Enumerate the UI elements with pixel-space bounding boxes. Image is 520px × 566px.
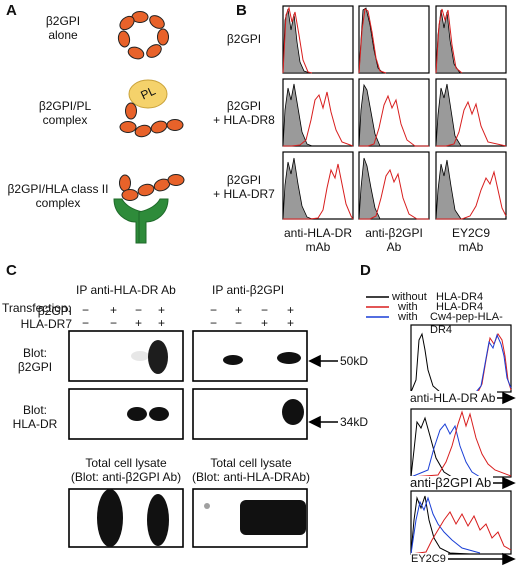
label-line: Total cell lysate (85, 456, 167, 470)
b-col-label-2: anti-β2GPI Ab (356, 226, 432, 254)
lysate-title-left: Total cell lysate (Blot: anti-β2GPI Ab) (60, 456, 192, 484)
sign: + (158, 316, 166, 330)
ip-title-left: IP anti-HLA-DR Ab (76, 283, 176, 297)
blot-frames (68, 330, 308, 548)
label-line: alone (48, 28, 78, 42)
histogram-r2c1 (282, 83, 354, 147)
legend-label-3: Cw4-pep-HLA-DR4 (430, 311, 503, 336)
b-col-label-3: EY2C9 mAb (433, 226, 509, 254)
label-line: Total cell lysate (210, 456, 292, 470)
d-axis-label-3: EY2C9 (411, 553, 448, 566)
ip-title-right: IP anti-β2GPI (212, 283, 285, 297)
panel-d-legend-lines (366, 296, 389, 318)
panel-c-label: C (6, 262, 17, 279)
row-label-beta2gpi-pl: β2GPI/PL complex (20, 99, 110, 127)
sign: − (210, 316, 218, 330)
b-row-label-1: β2GPI (212, 32, 276, 46)
histogram-r1c1 (282, 6, 313, 74)
histogram-r1c3 (435, 8, 463, 74)
label-line: (Blot: anti-HLA-DRAb) (191, 470, 311, 484)
panel-d-histogram-3 (410, 495, 512, 555)
histogram-grid (282, 5, 507, 220)
beta2gpi-hla-complex-icon (113, 174, 185, 244)
blot-label-beta2gpi: Blot: β2GPI (4, 346, 66, 374)
d-axis-label-2: anti-β2GPI Ab (410, 475, 494, 490)
panel-d-histogram-2 (410, 410, 512, 478)
label-line: + HLA-DR8 (213, 113, 275, 127)
label-line: anti-β2GPI (365, 226, 423, 240)
sign: − (110, 316, 118, 330)
label-line: β2GPI (226, 32, 262, 46)
row-label-beta2gpi-alone: β2GPI alone (28, 14, 98, 42)
b-row-label-2: β2GPI + HLA-DR8 (212, 99, 276, 127)
size-label-34kd: 34kD (340, 415, 369, 429)
panel-d-label: D (360, 262, 371, 279)
b-row-label-3: β2GPI + HLA-DR7 (212, 173, 276, 201)
sign: + (135, 316, 143, 330)
row-label-beta2gpi-hla: β2GPI/HLA class II complex (2, 182, 114, 210)
label-line: (Blot: anti-β2GPI Ab) (70, 470, 182, 484)
label-line: β2GPI (226, 99, 262, 113)
beta2gpi-ring-icon (117, 11, 169, 60)
legend-label-1: HLA-DR4 (436, 291, 484, 303)
size-label-50kd: 50kD (340, 354, 369, 368)
sign: + (110, 303, 118, 317)
sign: − (210, 303, 218, 317)
sign: + (287, 316, 295, 330)
blot-label-hla-dr: Blot: HLA-DR (4, 403, 66, 431)
sign: − (82, 303, 90, 317)
sign: − (135, 303, 143, 317)
histogram-r3c2 (358, 157, 429, 220)
d-axis-label-1: anti-HLA-DR Ab (410, 391, 498, 405)
legend-prefix-3: with (398, 311, 418, 323)
label-line: complex (35, 196, 81, 210)
label-line: + HLA-DR7 (213, 187, 275, 201)
legend-prefix-2: with (398, 301, 418, 313)
beta2gpi-pl-complex-icon (119, 79, 184, 138)
histogram-r1c2 (358, 7, 387, 74)
label-line: Blot: (22, 346, 47, 360)
sign: + (235, 303, 243, 317)
label-line: anti-HLA-DR (283, 226, 352, 240)
sign: + (287, 303, 295, 317)
sign: − (235, 316, 243, 330)
label-line: Blot: (22, 403, 47, 417)
histogram-r3c3 (435, 159, 507, 220)
histogram-r2c3 (435, 83, 507, 147)
label-line: β2GPI (45, 14, 81, 28)
label-line: mAb (305, 240, 331, 254)
legend-prefix-1: without (392, 291, 427, 303)
sign: − (261, 303, 269, 317)
b-col-label-1: anti-HLA-DR mAb (276, 226, 360, 254)
sign: − (82, 316, 90, 330)
sign: + (158, 303, 166, 317)
transfection-label: Transfection: (2, 301, 71, 315)
label-line: β2GPI (17, 360, 53, 374)
label-line: EY2C9 (451, 226, 491, 240)
panel-d-histogram-1 (410, 332, 512, 393)
label-line: mAb (458, 240, 484, 254)
label-line: β2GPI/HLA class II (7, 182, 109, 196)
label-line: HLA-DR (12, 417, 58, 431)
size-arrows (308, 354, 338, 429)
label-line: β2GPI/PL (38, 99, 92, 113)
label-line: Ab (386, 240, 402, 254)
label-line: complex (42, 113, 88, 127)
histogram-r2c2 (358, 83, 429, 147)
histogram-r3c1 (282, 157, 354, 220)
blot-bands (97, 340, 306, 547)
marker-hla-dr7: HLA-DR7 (20, 317, 72, 331)
label-line: β2GPI (226, 173, 262, 187)
legend-label-2: HLA-DR4 (436, 301, 484, 313)
panel-b-label: B (236, 2, 247, 19)
sign: + (261, 316, 269, 330)
marker-beta2gpi: β2GPI (37, 304, 72, 318)
lysate-title-right: Total cell lysate (Blot: anti-HLA-DRAb) (186, 456, 316, 484)
panel-a-label: A (6, 2, 17, 19)
